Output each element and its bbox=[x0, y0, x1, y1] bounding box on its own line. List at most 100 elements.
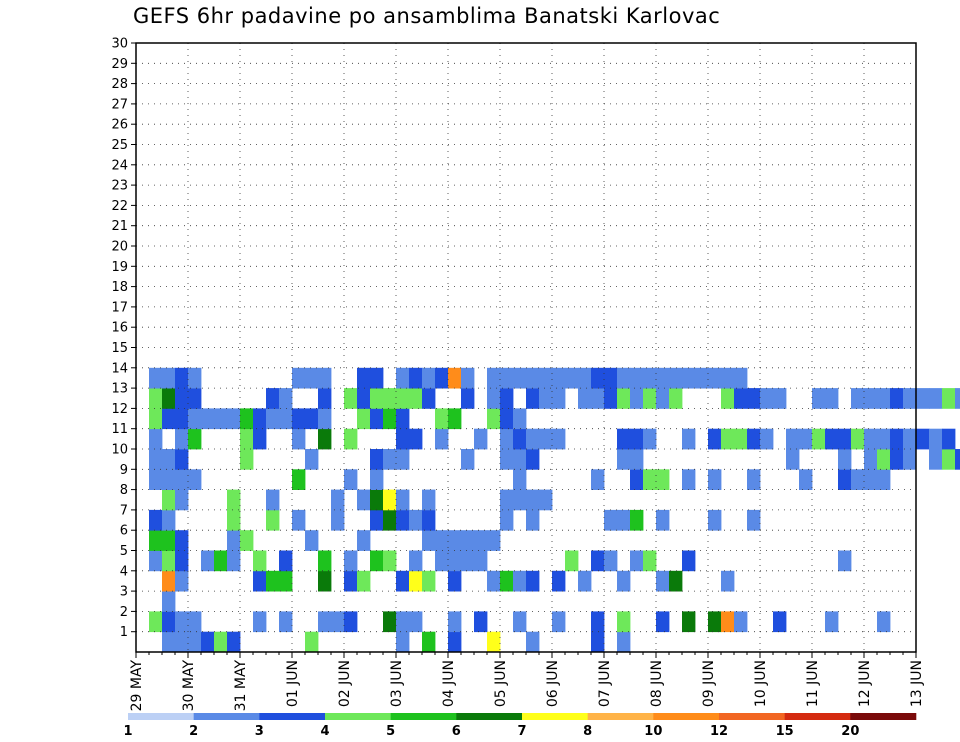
x-tick-label: 11 JUN bbox=[805, 660, 821, 707]
heatmap-cell bbox=[266, 408, 280, 430]
heatmap-cell bbox=[877, 469, 891, 490]
heatmap-cell bbox=[526, 428, 540, 450]
chart-title: GEFS 6hr padavine po ansamblima Banatski… bbox=[133, 4, 721, 28]
heatmap-cell bbox=[214, 631, 228, 653]
heatmap-cell bbox=[188, 611, 202, 633]
heatmap-cell bbox=[500, 388, 514, 409]
heatmap-cell bbox=[318, 570, 332, 592]
heatmap-cell bbox=[266, 388, 280, 409]
y-tick-label: 4 bbox=[120, 564, 128, 579]
heatmap-cell bbox=[227, 631, 241, 653]
heatmap-cell bbox=[357, 367, 371, 389]
heatmap-cell bbox=[474, 530, 488, 551]
heatmap-cell bbox=[383, 388, 397, 409]
heatmap-cell bbox=[188, 388, 202, 409]
heatmap-cell bbox=[890, 449, 904, 470]
heatmap-cell bbox=[175, 570, 189, 592]
heatmap-cell bbox=[383, 509, 397, 531]
legend-label: 20 bbox=[841, 724, 859, 739]
heatmap-cell bbox=[396, 631, 410, 653]
heatmap-cell bbox=[227, 489, 241, 511]
y-tick-label: 8 bbox=[120, 483, 128, 498]
y-tick-label: 14 bbox=[111, 361, 128, 376]
x-tick-label: 29 MAY bbox=[129, 660, 145, 712]
y-tick-label: 29 bbox=[111, 57, 128, 72]
legend-label: 7 bbox=[517, 724, 526, 739]
heatmap-cell bbox=[851, 428, 865, 450]
heatmap-cell bbox=[214, 550, 228, 572]
heatmap-cell bbox=[565, 550, 579, 572]
heatmap-cell bbox=[630, 509, 644, 531]
heatmap-cell bbox=[656, 611, 670, 633]
heatmap-cell bbox=[877, 388, 891, 409]
heatmap-cell bbox=[864, 428, 878, 450]
heatmap-cell bbox=[422, 509, 436, 531]
heatmap-cell bbox=[435, 550, 449, 572]
y-tick-label: 5 bbox=[120, 544, 128, 559]
heatmap-cell bbox=[916, 428, 930, 450]
heatmap-cell bbox=[799, 428, 813, 450]
heatmap-cell bbox=[344, 550, 358, 572]
heatmap-cell bbox=[201, 408, 215, 430]
heatmap-cell bbox=[279, 408, 293, 430]
heatmap-cell bbox=[448, 550, 462, 572]
heatmap-cell bbox=[422, 570, 436, 592]
heatmap-cell bbox=[188, 469, 202, 490]
heatmap-cell bbox=[630, 367, 644, 389]
y-tick-label: 21 bbox=[111, 219, 128, 234]
y-tick-label: 25 bbox=[111, 138, 128, 153]
y-tick-label: 19 bbox=[111, 260, 128, 275]
heatmap-cell bbox=[175, 408, 189, 430]
heatmap-cell bbox=[552, 570, 566, 592]
heatmap-cell bbox=[643, 367, 657, 389]
y-tick-label: 15 bbox=[111, 341, 128, 356]
heatmap-cell bbox=[461, 530, 475, 551]
heatmap-cell bbox=[266, 570, 280, 592]
x-tick-label: 06 JUN bbox=[545, 660, 561, 707]
heatmap-cell bbox=[175, 530, 189, 551]
heatmap-cell bbox=[734, 367, 748, 389]
heatmap-cell bbox=[591, 388, 605, 409]
heatmap-cell bbox=[838, 428, 852, 450]
legend-label: 8 bbox=[583, 724, 592, 739]
heatmap-cell bbox=[266, 489, 280, 511]
y-tick-label: 23 bbox=[111, 179, 128, 194]
heatmap-cell bbox=[721, 428, 735, 450]
y-tick-label: 30 bbox=[111, 37, 128, 52]
heatmap-cell bbox=[370, 388, 384, 409]
heatmap-cell bbox=[877, 428, 891, 450]
heatmap-cell bbox=[760, 428, 774, 450]
heatmap-cell bbox=[175, 611, 189, 633]
legend-label: 4 bbox=[320, 724, 329, 739]
heatmap-cell bbox=[253, 611, 267, 633]
heatmap-cell bbox=[357, 489, 371, 511]
heatmap-cell bbox=[474, 611, 488, 633]
heatmap-cell bbox=[838, 449, 852, 470]
heatmap-cell bbox=[695, 367, 709, 389]
heatmap-cell bbox=[396, 611, 410, 633]
heatmap-cell bbox=[344, 428, 358, 450]
heatmap-cell bbox=[149, 388, 163, 409]
heatmap-cell bbox=[175, 367, 189, 389]
heatmap-cell bbox=[409, 367, 423, 389]
heatmap-cell bbox=[318, 408, 332, 430]
heatmap-cell bbox=[292, 367, 306, 389]
heatmap-cell bbox=[370, 509, 384, 531]
y-tick-label: 9 bbox=[120, 463, 128, 478]
heatmap-cell bbox=[526, 388, 540, 409]
heatmap-cell bbox=[539, 388, 553, 409]
x-tick-label: 01 JUN bbox=[285, 660, 301, 707]
heatmap-cell bbox=[149, 449, 163, 470]
legend-swatch bbox=[193, 713, 260, 720]
heatmap-cell bbox=[552, 611, 566, 633]
heatmap-cell bbox=[487, 631, 501, 653]
heatmap-cell bbox=[851, 469, 865, 490]
heatmap-cell bbox=[201, 631, 215, 653]
heatmap-cell bbox=[500, 449, 514, 470]
heatmap-cell bbox=[786, 428, 800, 450]
heatmap-cell bbox=[617, 388, 631, 409]
heatmap-cell bbox=[149, 530, 163, 551]
heatmap-cell bbox=[409, 509, 423, 531]
y-tick-label: 28 bbox=[111, 77, 128, 92]
